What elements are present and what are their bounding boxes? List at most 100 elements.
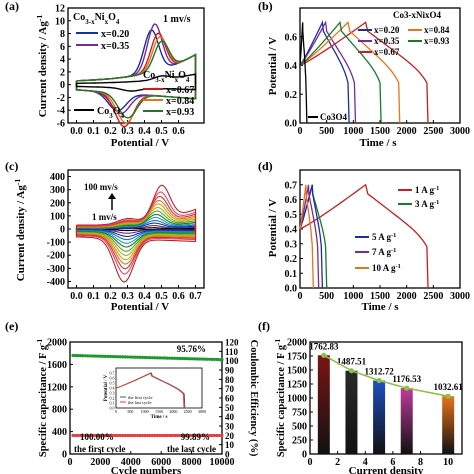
panel-c-annotation-top: 100 mv/s bbox=[84, 182, 118, 192]
panel-a-x-tick-label: 0.3 bbox=[121, 126, 134, 137]
panel-e-efficiency-point bbox=[131, 433, 135, 438]
panel-e-capacitance-point bbox=[73, 353, 78, 358]
panel-e-efficiency-point bbox=[113, 433, 117, 438]
panel-f-y-tick-label: 1000 bbox=[287, 394, 307, 405]
panel-e-inset-y-tick-label: 0.5 bbox=[110, 381, 115, 386]
panel-e-efficiency-point bbox=[217, 433, 222, 438]
panel-c-y-tick-label: -100 bbox=[47, 238, 65, 249]
panel-e-capacitance-point bbox=[217, 357, 222, 362]
panel-a-cv-series-4 bbox=[75, 40, 197, 119]
panel-e-y2-tick-label: 50 bbox=[225, 403, 235, 413]
panel-d-x-tick-label: 1000 bbox=[343, 291, 363, 302]
panel-e-capacitance-point bbox=[175, 356, 179, 360]
panel-e-capacitance-point bbox=[193, 357, 197, 361]
panel-f-bar bbox=[373, 380, 386, 454]
panel-b-legend-entry: x=0.20 bbox=[374, 25, 400, 35]
panel-e-capacitance-point bbox=[165, 356, 169, 360]
panel-f-y-tick-label: 2000 bbox=[287, 338, 307, 349]
panel-e-capacitance-point bbox=[170, 356, 174, 360]
panel-e-capacitance-point bbox=[91, 354, 95, 358]
panel-e-y2-tick-label: 90 bbox=[225, 366, 235, 376]
panel-d-y-tick-label: 0.0 bbox=[285, 284, 298, 295]
panel-e-efficiency-point bbox=[73, 433, 78, 438]
panel-d-y-tick-label: 0.2 bbox=[285, 254, 298, 265]
panel-e-efficiency-point bbox=[86, 433, 90, 438]
panel-e-efficiency-point bbox=[76, 433, 80, 438]
panel-a-legend-entry-part: O bbox=[113, 106, 121, 117]
panel-c-ylabel: Current density / Ag-1 bbox=[13, 179, 28, 282]
panel-e-inset-y-tick-label: 0.3 bbox=[110, 391, 115, 396]
panel-e-efficiency-point bbox=[81, 433, 85, 438]
panel-e-efficiency-point bbox=[165, 433, 169, 438]
panel-d-x-tick-label: 500 bbox=[319, 291, 334, 302]
panel-c-y-tick-label: 400 bbox=[50, 172, 65, 183]
panel-a-legend-entry: x=0.20 bbox=[101, 29, 129, 40]
panel-e-ylabel-left-part: Specific capacitance / F g bbox=[38, 344, 49, 457]
panel-e-efficiency-point bbox=[123, 433, 127, 438]
panel-b-legend-entry: x=0.84 bbox=[424, 25, 450, 35]
panel-e-ylabel-left: Specific capacitance / F g-1 bbox=[35, 339, 50, 458]
panel-a-legend-title-part: x bbox=[105, 18, 109, 26]
panel-e-y2-tick-label: 70 bbox=[225, 384, 235, 394]
panel-a-legend-title-part: O bbox=[108, 12, 116, 23]
panel-e-efficiency-point bbox=[101, 433, 105, 438]
panel-e-capacitance-point bbox=[118, 355, 122, 359]
panel-e-capacitance-point bbox=[93, 354, 97, 358]
panel-e-efficiency-point bbox=[153, 433, 157, 438]
panel-e-y2-tick-label: 120 bbox=[225, 338, 239, 348]
panel-e-x-tick-label: 4000 bbox=[121, 457, 141, 468]
panel-d-y-tick-label: 0.1 bbox=[285, 269, 298, 280]
panel-e-efficiency-point bbox=[203, 433, 207, 438]
panel-e-inset-last-cycle bbox=[115, 372, 185, 409]
panel-e-xlabel: Cycle numbers bbox=[111, 465, 182, 474]
panel-e-capacitance-point bbox=[198, 357, 202, 361]
panel-f-y-tick-label: 750 bbox=[292, 408, 307, 419]
panel-e-x-tick-label: 0 bbox=[68, 457, 73, 468]
panel-b-gcd-series-4 bbox=[299, 20, 382, 124]
panel-a-x-tick-label: 0.0 bbox=[70, 126, 83, 137]
panel-e-efficiency-point bbox=[190, 433, 194, 438]
panel-e-efficiency-point bbox=[183, 433, 187, 438]
panel-d-legend-entry-part: -1 bbox=[391, 247, 396, 254]
panel-e-capacitance-point bbox=[123, 355, 127, 359]
panel-e-label: (e) bbox=[5, 319, 18, 333]
panel-d-legend-entry-part: -1 bbox=[391, 232, 396, 239]
panel-e-efficiency-point bbox=[178, 433, 182, 438]
panel-b-y-tick-label: 0.6 bbox=[285, 32, 298, 43]
panel-e-efficiency-point bbox=[88, 433, 93, 438]
panel-e-inset-x-tick-label: 2500 bbox=[184, 409, 192, 414]
panel-b-x-tick-label: 3000 bbox=[450, 126, 470, 137]
panel-e-inset-x-tick-label: 1500 bbox=[155, 409, 163, 414]
panel-e-capacitance-point bbox=[111, 354, 115, 359]
panel-e-efficiency-point bbox=[111, 433, 115, 438]
panel-e-capacitance-point bbox=[135, 355, 140, 359]
panel-e-capacitance-point bbox=[83, 354, 88, 358]
panel-a-y-tick-label: 6 bbox=[60, 42, 65, 53]
panel-d-y-tick-label: 0.4 bbox=[285, 225, 298, 236]
panel-d-legend-entry-part: 5 A g bbox=[372, 232, 392, 242]
panel-a-legend-entry-part: 3 bbox=[109, 112, 113, 120]
panel-f-trend-point bbox=[348, 368, 355, 374]
panel-e-efficiency-point bbox=[200, 433, 204, 438]
panel-e-y-tick-label: 1600 bbox=[47, 360, 67, 371]
panel-d-legend-entry-part: 10 A g bbox=[372, 263, 396, 273]
panel-e-last-eff-label: 99.89% bbox=[181, 432, 210, 442]
panel-e-efficiency-point bbox=[185, 433, 189, 438]
panel-a-legend-entry-part: 4 bbox=[121, 112, 125, 120]
panel-b-xlabel: Time / s bbox=[359, 137, 397, 149]
panel-e-capacitance-point bbox=[203, 357, 207, 361]
panel-e-inset-y-tick-label: 0.6 bbox=[110, 376, 115, 381]
panel-e-ylabel-right: Coulombic Efficiency (%) bbox=[248, 340, 259, 457]
panel-f-value-label: 1312.72 bbox=[364, 366, 394, 376]
panel-e-inset-frame bbox=[115, 367, 203, 409]
panel-a-legend-entry: x=0.93 bbox=[166, 107, 194, 118]
panel-b: 0 500 1000 1500 2000 2500 3000 0.0 0.2 0.4 0.6 Co3-… bbox=[258, 0, 470, 149]
panel-a-y-tick-label: -2 bbox=[57, 93, 65, 104]
panel-e-capacitance-point bbox=[116, 355, 120, 359]
panel-a-legend-title-2-part: Co bbox=[143, 70, 155, 81]
panel-b-gcd-series-0 bbox=[299, 19, 350, 124]
panel-e-efficiency-point bbox=[91, 433, 95, 438]
panel-e-efficiency-point bbox=[106, 433, 110, 438]
panel-e-capacitance-point bbox=[148, 356, 152, 360]
panel-d-legend-entry: 10 A g-1 bbox=[372, 263, 401, 274]
